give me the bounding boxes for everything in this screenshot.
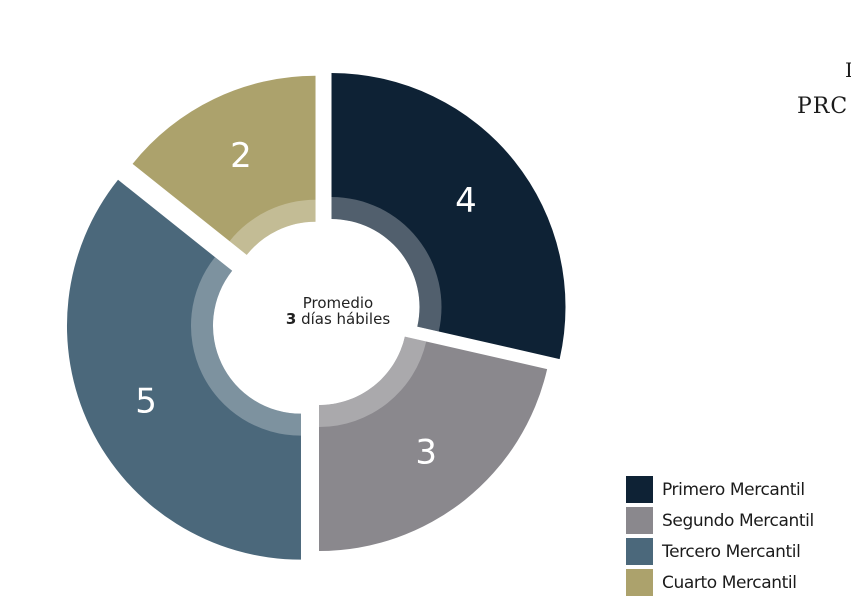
pie-slice bbox=[319, 336, 548, 551]
legend-swatch bbox=[626, 507, 653, 534]
legend-label: Segundo Mercantil bbox=[662, 510, 814, 531]
slice-inner-band bbox=[229, 199, 316, 255]
legend: Primero Mercantil Segundo Mercantil Terc… bbox=[626, 474, 814, 598]
center-label-value: 3 bbox=[285, 310, 297, 328]
slice-inner-band bbox=[190, 257, 301, 436]
pie-slice bbox=[66, 179, 301, 560]
center-label-line2: días hábiles bbox=[301, 310, 391, 328]
legend-swatch bbox=[626, 538, 653, 565]
slice-inner-band bbox=[319, 336, 427, 427]
legend-swatch bbox=[626, 569, 653, 596]
pie-slice bbox=[132, 75, 316, 255]
slice-value-label: 4 bbox=[455, 181, 477, 221]
donut-center bbox=[231, 229, 407, 405]
pie-slice bbox=[331, 73, 566, 360]
legend-item: Cuarto Mercantil bbox=[626, 567, 814, 598]
slice-value-label: 2 bbox=[230, 136, 252, 176]
legend-label: Tercero Mercantil bbox=[662, 541, 801, 562]
title-line-2: PRC bbox=[797, 94, 849, 119]
legend-item: Primero Mercantil bbox=[626, 474, 814, 505]
legend-label: Cuarto Mercantil bbox=[662, 572, 797, 593]
legend-item: Tercero Mercantil bbox=[626, 536, 814, 567]
title-line-1: I bbox=[845, 58, 851, 82]
legend-label: Primero Mercantil bbox=[662, 479, 805, 500]
slice-inner-band bbox=[331, 197, 442, 332]
center-label-line1: Promedio bbox=[302, 294, 374, 312]
slice-value-label: 3 bbox=[415, 432, 437, 472]
legend-swatch bbox=[626, 476, 653, 503]
center-label: Promedio 3 días hábiles bbox=[240, 295, 436, 327]
slice-value-label: 5 bbox=[135, 381, 157, 421]
legend-item: Segundo Mercantil bbox=[626, 505, 814, 536]
